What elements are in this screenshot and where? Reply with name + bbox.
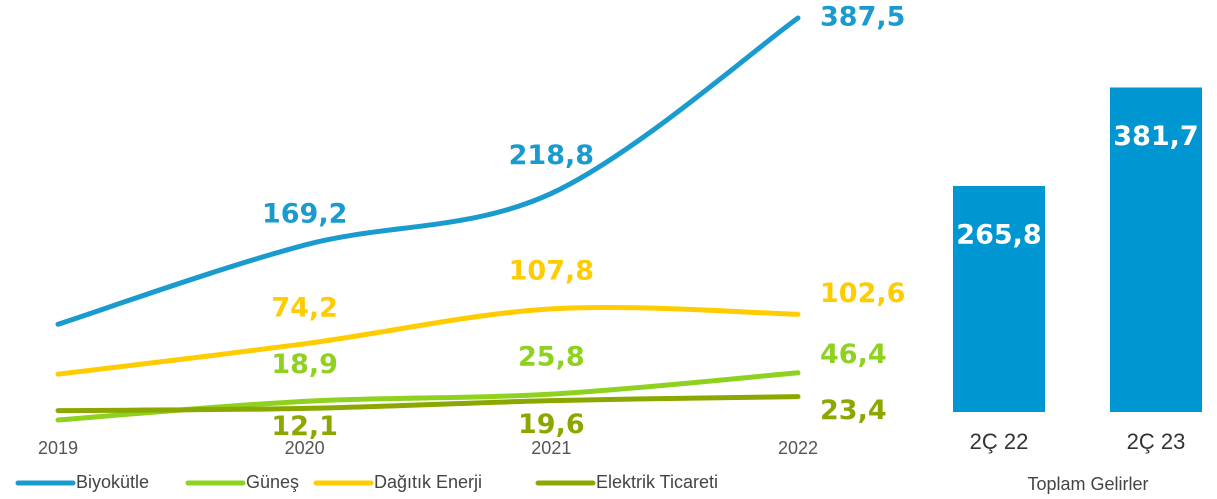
legend-label: Biyokütle xyxy=(76,472,149,492)
data-label: 74,2 xyxy=(271,292,338,323)
data-label: 25,8 xyxy=(518,342,585,373)
data-label: 23,4 xyxy=(820,395,887,426)
legend-label: Dağıtık Enerji xyxy=(374,472,482,492)
x-tick-label: 2021 xyxy=(531,438,571,458)
legend-label: Güneş xyxy=(246,472,299,492)
x-tick-label: 2022 xyxy=(778,438,818,458)
data-label: 381,7 xyxy=(1113,121,1198,152)
data-label: 46,4 xyxy=(820,339,887,370)
bar xyxy=(1110,87,1202,412)
data-label: 387,5 xyxy=(820,2,905,33)
data-label: 169,2 xyxy=(262,199,347,230)
bar xyxy=(953,186,1045,412)
x-tick-label: 2Ç 23 xyxy=(1127,429,1186,454)
legend-label: Elektrik Ticareti xyxy=(596,472,718,492)
data-label: 107,8 xyxy=(509,255,594,286)
line xyxy=(55,15,801,327)
x-tick-label: 2019 xyxy=(38,438,78,458)
x-tick-label: 2Ç 22 xyxy=(970,429,1029,454)
data-label: 218,8 xyxy=(509,140,594,171)
line xyxy=(55,394,801,414)
data-label: 102,6 xyxy=(820,278,905,309)
line xyxy=(55,304,801,377)
data-label: 19,6 xyxy=(518,409,585,440)
data-label: 265,8 xyxy=(956,220,1041,251)
data-label: 12,1 xyxy=(271,411,338,442)
x-tick-label: 2020 xyxy=(285,438,325,458)
data-label: 18,9 xyxy=(271,349,338,380)
x-axis-label: Toplam Gelirler xyxy=(1027,474,1148,494)
